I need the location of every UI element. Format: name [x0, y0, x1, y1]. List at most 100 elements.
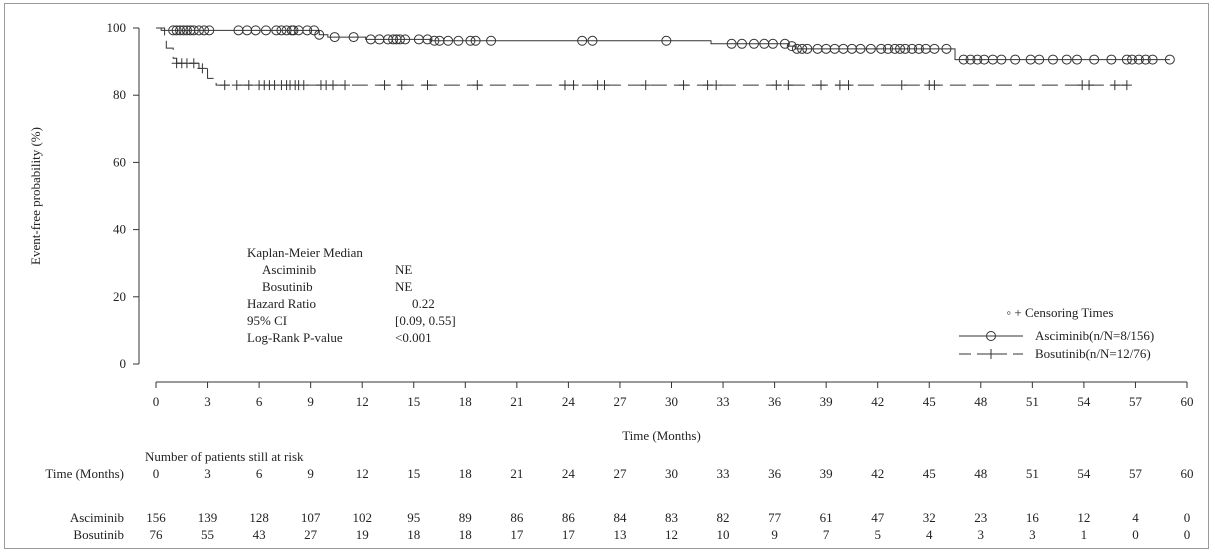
censor-marker-asciminib [181, 25, 192, 36]
censor-marker-asciminib [1010, 54, 1021, 65]
censor-marker-asciminib [1127, 54, 1138, 65]
x-tick-label: 60 [1181, 394, 1194, 409]
risk-count: 61 [820, 510, 833, 525]
risk-time-value: 57 [1129, 466, 1143, 481]
risk-count: 4 [1132, 510, 1139, 525]
censor-marker-asciminib [913, 43, 924, 54]
x-tick-label: 12 [356, 394, 369, 409]
risk-time-value: 39 [820, 466, 833, 481]
x-tick-label: 42 [871, 394, 884, 409]
survival-curves [156, 25, 1175, 91]
censor-marker-asciminib [802, 43, 813, 54]
y-tick-label: 20 [113, 289, 126, 304]
censor-marker-asciminib [178, 25, 189, 36]
censor-marker-bosutinib [559, 80, 570, 91]
risk-count: 89 [459, 510, 472, 525]
censor-marker-bosutinib [231, 80, 242, 91]
annotation-label: Hazard Ratio [247, 296, 316, 311]
censor-marker-asciminib [726, 38, 737, 49]
censor-marker-asciminib [797, 43, 808, 54]
risk-time-value: 48 [974, 466, 987, 481]
x-tick-label: 57 [1129, 394, 1143, 409]
censor-marker-asciminib [883, 43, 894, 54]
risk-count: 102 [352, 510, 372, 525]
censor-marker-asciminib [168, 25, 179, 36]
risk-count: 86 [562, 510, 576, 525]
risk-count: 27 [304, 527, 318, 542]
risk-count: 139 [198, 510, 218, 525]
censor-marker-asciminib [889, 43, 900, 54]
censor-marker-asciminib [876, 43, 887, 54]
censor-marker-asciminib [965, 54, 976, 65]
censor-marker-asciminib [329, 32, 340, 43]
y-tick-label: 100 [107, 20, 127, 35]
x-tick-label: 27 [613, 394, 627, 409]
censor-marker-asciminib [1140, 54, 1151, 65]
censor-marker-bosutinib [678, 80, 689, 91]
risk-count: 17 [510, 527, 524, 542]
x-tick-label: 51 [1026, 394, 1039, 409]
censor-marker-asciminib [900, 43, 911, 54]
risk-count: 76 [150, 527, 164, 542]
censor-marker-bosutinib [422, 80, 433, 91]
risk-count: 77 [768, 510, 782, 525]
risk-count: 95 [407, 510, 420, 525]
risk-time-value: 27 [613, 466, 627, 481]
risk-time-value: 54 [1077, 466, 1091, 481]
y-tick-label: 80 [113, 87, 126, 102]
risk-row-label: Asciminib [70, 510, 124, 525]
censor-marker-asciminib [1106, 54, 1117, 65]
y-axis-title: Event-free probability (%) [28, 127, 43, 265]
censor-marker-asciminib [1121, 54, 1132, 65]
risk-count: 17 [562, 527, 576, 542]
risk-count: 0 [1132, 527, 1139, 542]
annotation-value: <0.001 [395, 330, 432, 345]
censor-marker-bosutinib [929, 80, 940, 91]
annotation-label: 95% CI [247, 313, 287, 328]
legend-marker-asciminib [986, 331, 996, 341]
x-tick-label: 18 [459, 394, 472, 409]
censor-marker-bosutinib [472, 80, 483, 91]
censor-marker-bosutinib [702, 80, 713, 91]
censor-marker-asciminib [972, 54, 983, 65]
annotation-label: Asciminib [262, 262, 316, 277]
risk-row-label: Bosutinib [73, 527, 124, 542]
censor-marker-bosutinib [843, 80, 854, 91]
risk-count: 19 [356, 527, 369, 542]
censor-marker-asciminib [348, 32, 359, 43]
risk-count: 83 [665, 510, 678, 525]
risk-time-value: 0 [153, 466, 160, 481]
censor-marker-asciminib [1133, 54, 1144, 65]
censor-marker-asciminib [736, 38, 747, 49]
censor-marker-asciminib [302, 25, 313, 36]
risk-count: 9 [771, 527, 778, 542]
censor-marker-bosutinib [188, 58, 199, 69]
risk-time-value: 6 [256, 466, 263, 481]
censor-marker-bosutinib [298, 80, 309, 91]
risk-count: 128 [249, 510, 269, 525]
risk-count: 82 [717, 510, 730, 525]
risk-time-value: 36 [768, 466, 782, 481]
censor-marker-asciminib [855, 43, 866, 54]
censor-marker-asciminib [929, 43, 940, 54]
censor-marker-asciminib [587, 35, 598, 46]
risk-count: 107 [301, 510, 321, 525]
figure-frame [4, 3, 1209, 549]
risk-count: 43 [253, 527, 266, 542]
censor-marker-asciminib [260, 25, 271, 36]
censor-marker-asciminib [958, 54, 969, 65]
censor-marker-asciminib [193, 25, 204, 36]
censor-marker-bosutinib [197, 63, 208, 74]
risk-count: 12 [665, 527, 678, 542]
risk-count: 18 [459, 527, 472, 542]
x-tick-label: 33 [717, 394, 730, 409]
risk-count: 84 [613, 510, 627, 525]
censor-marker-asciminib [1164, 54, 1175, 65]
censor-marker-asciminib [791, 43, 802, 54]
risk-time-value: 30 [665, 466, 678, 481]
risk-count: 1 [1081, 527, 1088, 542]
censor-marker-bosutinib [771, 80, 782, 91]
x-axis-title: Time (Months) [622, 428, 701, 443]
risk-time-value: 21 [510, 466, 523, 481]
annotation-value: NE [395, 279, 412, 294]
